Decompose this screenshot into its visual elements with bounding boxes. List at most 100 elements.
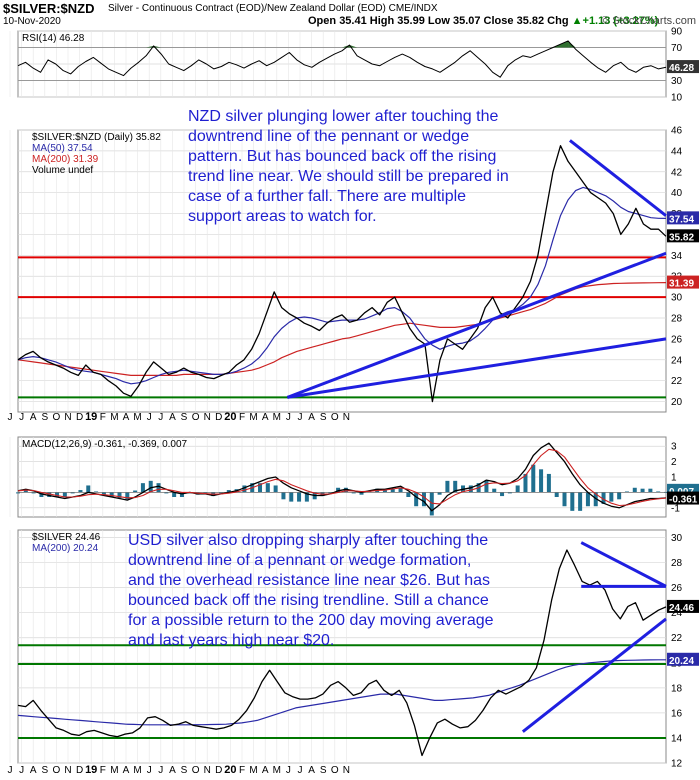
macd-histogram-bar [382,490,387,493]
x-axis-labels-bottom: S [320,765,327,776]
chg-label: Chg [547,15,569,27]
macd-histogram-bar [648,488,653,493]
usd-annotation-line: downtrend line of a pennant or wedge for… [128,552,472,569]
macd-histogram-bar [16,492,20,494]
x-axis-labels-top: 20 [224,411,236,423]
x-axis-labels-top: A [262,412,269,423]
x-axis-labels-bottom: 20 [224,764,236,776]
rsi-line [17,40,667,78]
x-axis-labels-bottom: M [273,765,281,776]
macd-histogram-bar [523,473,528,493]
macd-histogram-bar [624,491,629,493]
y-tick-label: 30 [671,533,683,544]
macd-value-tag-text: -0.361 [669,495,698,506]
nzd-ma50-tag: 37.54 [667,211,699,225]
macd-histogram-bar [445,480,450,493]
nzd-price-line [17,145,667,403]
open-label: Open [308,15,337,27]
macd-histogram-bar [164,492,169,494]
usd-annotation-line: and last years high near $20. [128,632,335,649]
stockcharts-brand[interactable]: © StockCharts.com [601,15,696,27]
x-axis-labels-top: J [286,412,291,423]
macd-histogram-bar [531,464,536,493]
x-axis-labels-top: F [239,412,245,423]
macd-histogram-bar [55,492,60,497]
x-axis-labels-top: A [123,412,130,423]
x-axis-labels-top: D [76,412,83,423]
macd-histogram-bar [578,492,583,511]
macd-histogram-bar [258,483,263,493]
symbol-title: $SILVER:$NZD [3,1,95,16]
y-tick-label: 22 [671,633,683,644]
macd-histogram-bar [515,485,520,493]
nzd-legend-entry: Volume undef [32,165,93,176]
x-axis-labels-top: J [147,412,152,423]
chart-header: $SILVER:$NZD Silver - Continuous Contrac… [0,0,700,28]
usd-ma200-tag-bg [667,652,699,666]
macd-histogram-bar [242,485,247,493]
macd-histogram-bar [601,492,606,504]
macd-histogram-bar [343,487,348,493]
x-axis-labels-bottom: J [147,765,152,776]
open-value: 35.41 [339,15,367,27]
nzd-close-tag-text: 35.82 [669,232,694,243]
macd-histogram-bar [632,487,637,493]
x-axis-labels-bottom: A [262,765,269,776]
macd-histogram-bar [47,492,52,497]
y-tick-label: 46 [671,126,683,137]
macd-histogram-bar [484,480,489,493]
nzd-annotation-line: case of a further fall. There are multip… [188,188,467,205]
macd-histogram-bar [500,492,505,497]
x-axis-labels-bottom: J [19,765,24,776]
y-tick-label: 26 [671,583,683,594]
macd-histogram-bar [203,492,208,494]
macd-histogram-bar [390,488,395,493]
macd-histogram-bar [179,492,184,497]
y-tick-label: 28 [671,558,683,569]
macd-histogram-bar [546,473,551,493]
macd-histogram-bar [468,485,473,493]
macd-histogram-bar [507,492,512,494]
y-tick-label: 34 [671,251,683,262]
x-axis-labels-bottom: S [41,765,48,776]
macd-histogram-bar [406,492,411,497]
macd-histogram-bar [421,492,426,507]
y-tick-label: 70 [671,43,683,54]
macd-histogram-bar [70,492,75,494]
x-axis-labels-top: S [41,412,48,423]
chg-arrow-icon: ▲ [571,15,583,27]
macd-histogram-bar [172,492,177,497]
macd-histogram-bar [617,492,622,500]
x-axis-labels-bottom: A [169,765,176,776]
nzd-legend-entry: $SILVER:$NZD (Daily) 35.82 [32,132,161,143]
macd-histogram-bar [328,492,333,494]
rsi-last-value-tag: 46.28 [667,60,699,74]
macd-histogram-bar [656,491,661,493]
y-tick-label: 30 [671,293,683,304]
macd-histogram-bar [593,492,598,507]
x-axis-labels-bottom: M [133,765,141,776]
macd-histogram-bar [336,487,341,493]
x-axis-labels-bottom: J [298,765,303,776]
nzd-annotation-line: pattern. But has bounced back off the ri… [188,148,497,165]
macd-histogram-bar [101,492,106,495]
usd-annotation-line: for a possible return to the 200 day mov… [128,612,494,629]
nzd-legend-entry: MA(200) 31.39 [32,154,99,165]
macd-histogram-bar [125,492,130,500]
usd-trend-line [521,617,667,733]
nzd-trend-line [569,139,667,217]
usd-close-tag: 24.46 [667,599,699,614]
macd-histogram-bar [39,492,44,497]
macd-histogram-bar [429,492,434,516]
x-axis-labels-bottom: J [286,765,291,776]
x-axis-labels-bottom: O [53,765,61,776]
x-axis-labels-top: S [320,412,327,423]
rsi-overbought-fill [153,45,162,48]
x-axis-labels-bottom: M [249,765,257,776]
x-axis-labels-bottom: J [8,765,13,776]
macd-signal-line [17,448,667,507]
macd-histogram-bar [109,492,114,497]
close-label: Close [483,15,514,27]
macd-histogram-bar [554,492,559,497]
